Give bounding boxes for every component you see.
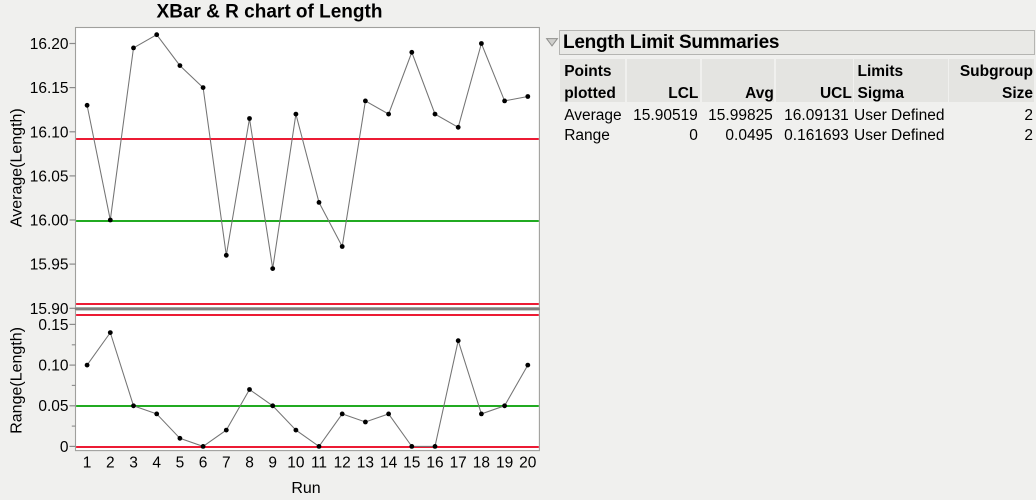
svg-text:18: 18 xyxy=(473,454,490,471)
svg-text:0.05: 0.05 xyxy=(38,398,68,415)
svg-text:6: 6 xyxy=(199,454,208,471)
svg-text:15.90: 15.90 xyxy=(30,301,69,318)
svg-text:10: 10 xyxy=(287,454,305,471)
svg-text:0.15: 0.15 xyxy=(38,317,68,334)
svg-text:0.10: 0.10 xyxy=(38,358,69,375)
svg-text:Run: Run xyxy=(291,480,320,497)
svg-text:3: 3 xyxy=(129,454,138,471)
svg-text:1: 1 xyxy=(83,454,92,471)
svg-text:4: 4 xyxy=(152,454,161,471)
svg-text:17: 17 xyxy=(450,454,467,471)
svg-text:8: 8 xyxy=(245,454,254,471)
svg-text:15.95: 15.95 xyxy=(30,257,69,274)
svg-text:Range(Length): Range(Length) xyxy=(9,327,26,434)
svg-text:7: 7 xyxy=(222,454,231,471)
svg-text:2: 2 xyxy=(106,454,115,471)
svg-text:11: 11 xyxy=(311,454,327,471)
svg-text:16: 16 xyxy=(426,454,443,471)
svg-text:16.20: 16.20 xyxy=(30,36,69,53)
svg-text:16.15: 16.15 xyxy=(30,80,69,97)
svg-text:16.10: 16.10 xyxy=(30,124,69,141)
svg-text:14: 14 xyxy=(380,454,398,471)
svg-text:15: 15 xyxy=(403,454,420,471)
svg-text:12: 12 xyxy=(334,454,351,471)
svg-text:9: 9 xyxy=(268,454,277,471)
svg-text:19: 19 xyxy=(496,454,513,471)
svg-text:0: 0 xyxy=(60,439,69,456)
svg-text:16.05: 16.05 xyxy=(30,168,69,185)
svg-text:5: 5 xyxy=(176,454,185,471)
svg-text:XBar & R chart of Length: XBar & R chart of Length xyxy=(157,2,383,23)
svg-text:16.00: 16.00 xyxy=(30,213,69,230)
svg-text:13: 13 xyxy=(357,454,374,471)
svg-text:20: 20 xyxy=(519,454,537,471)
svg-text:Average(Length): Average(Length) xyxy=(9,108,26,227)
